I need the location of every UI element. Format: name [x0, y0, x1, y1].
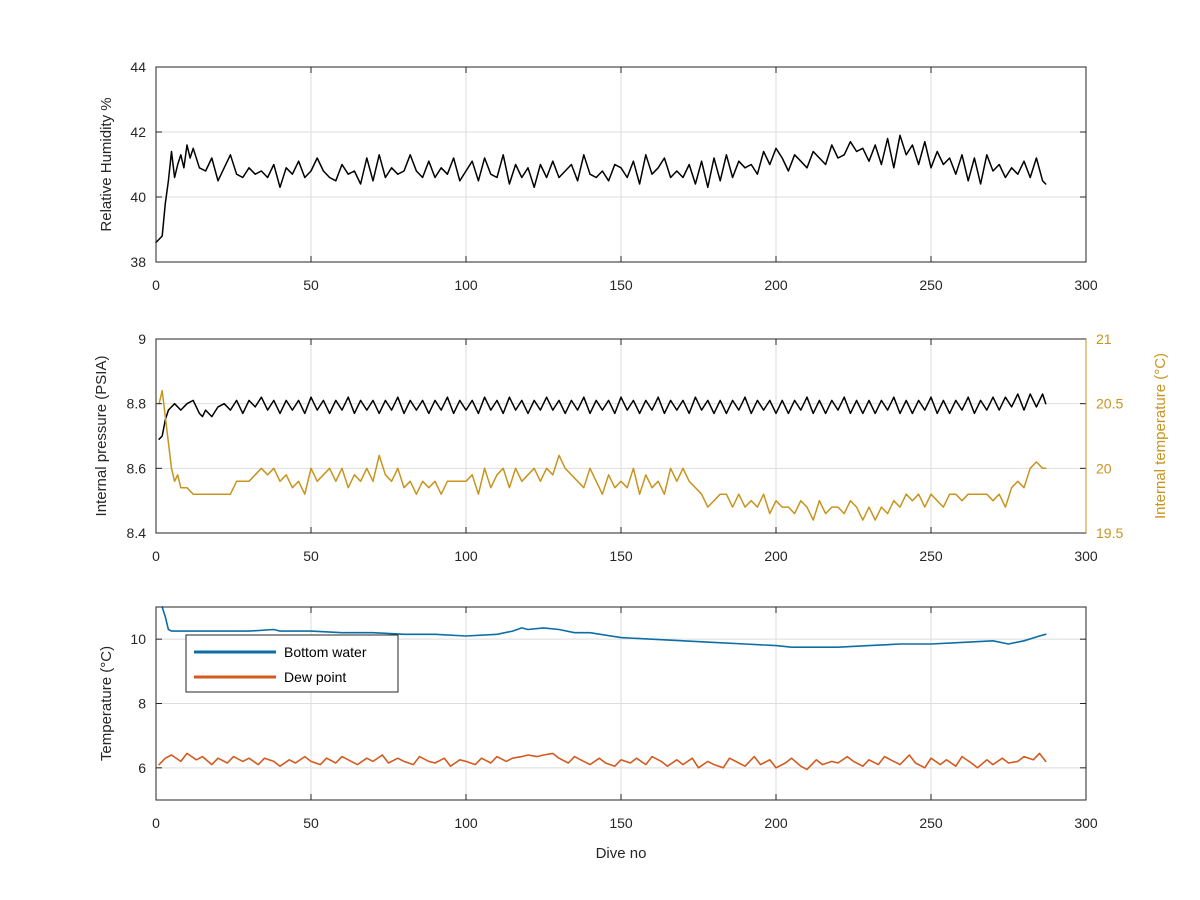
x-tick-label: 150	[609, 548, 633, 564]
y-right-tick-label: 20.5	[1096, 396, 1123, 412]
y-right-tick-label: 20	[1096, 460, 1112, 476]
x-tick-label: 0	[152, 815, 160, 831]
x-tick-label: 300	[1074, 277, 1098, 293]
temperature-xlabel: Dive no	[596, 845, 647, 862]
x-tick-label: 300	[1074, 548, 1098, 564]
y-tick-label: 10	[130, 631, 146, 647]
humidity-ylabel: Relative Humidity %	[98, 97, 115, 231]
y-tick-label: 8.8	[127, 396, 147, 412]
y-tick-label: 42	[130, 124, 146, 140]
x-tick-label: 0	[152, 277, 160, 293]
temperature-series-line-1	[158, 752, 1047, 771]
temperature-ylabel: Temperature (°C)	[98, 646, 115, 761]
x-tick-label: 50	[303, 277, 319, 293]
x-tick-label: 50	[303, 815, 319, 831]
x-tick-label: 250	[919, 548, 943, 564]
x-tick-label: 0	[152, 548, 160, 564]
y-tick-label: 44	[130, 59, 146, 75]
y-tick-label: 38	[130, 254, 146, 270]
legend-box	[185, 634, 399, 693]
temperature-series-line-0	[161, 606, 1047, 649]
x-tick-label: 250	[919, 815, 943, 831]
x-tick-label: 200	[764, 815, 788, 831]
x-tick-label: 250	[919, 277, 943, 293]
humidity-panel: 0 50 100 150 200 250 300 38 40 42 44 Relative Humid…	[98, 59, 1098, 293]
pressure-series-line-1	[158, 389, 1047, 521]
y-tick-label: 6	[138, 760, 146, 776]
y-right-tick-label: 19.5	[1096, 525, 1123, 541]
pressure-series-line-0	[158, 393, 1047, 440]
pressure-ylabel-right: Internal temperature (°C)	[1152, 353, 1169, 519]
legend-label: Dew point	[284, 669, 346, 685]
temperature-panel: 0 50 100 150 200 250 300 6 8 10 Temperature (°C) Di…	[98, 606, 1098, 862]
pressure-panel: 0 50 100 150 200 250 300 8.4 8.6 8.8 9 19.5 20 20.5 21…	[93, 331, 1169, 564]
y-right-tick-label: 21	[1096, 331, 1112, 347]
x-tick-label: 300	[1074, 815, 1098, 831]
temperature-legend: Bottom water Dew point	[185, 634, 399, 693]
pressure-ylabel: Internal pressure (PSIA)	[93, 356, 110, 517]
x-tick-label: 100	[454, 815, 478, 831]
x-tick-label: 100	[454, 548, 478, 564]
x-tick-label: 150	[609, 815, 633, 831]
y-tick-label: 40	[130, 189, 146, 205]
y-tick-label: 8.4	[127, 525, 147, 541]
x-tick-label: 200	[764, 548, 788, 564]
y-tick-label: 8.6	[127, 460, 147, 476]
x-tick-label: 200	[764, 277, 788, 293]
humidity-series-line-0	[155, 134, 1047, 244]
legend-label: Bottom water	[284, 644, 367, 660]
y-tick-label: 9	[138, 331, 146, 347]
y-tick-label: 8	[138, 696, 146, 712]
x-tick-label: 50	[303, 548, 319, 564]
x-tick-label: 100	[454, 277, 478, 293]
x-tick-label: 150	[609, 277, 633, 293]
